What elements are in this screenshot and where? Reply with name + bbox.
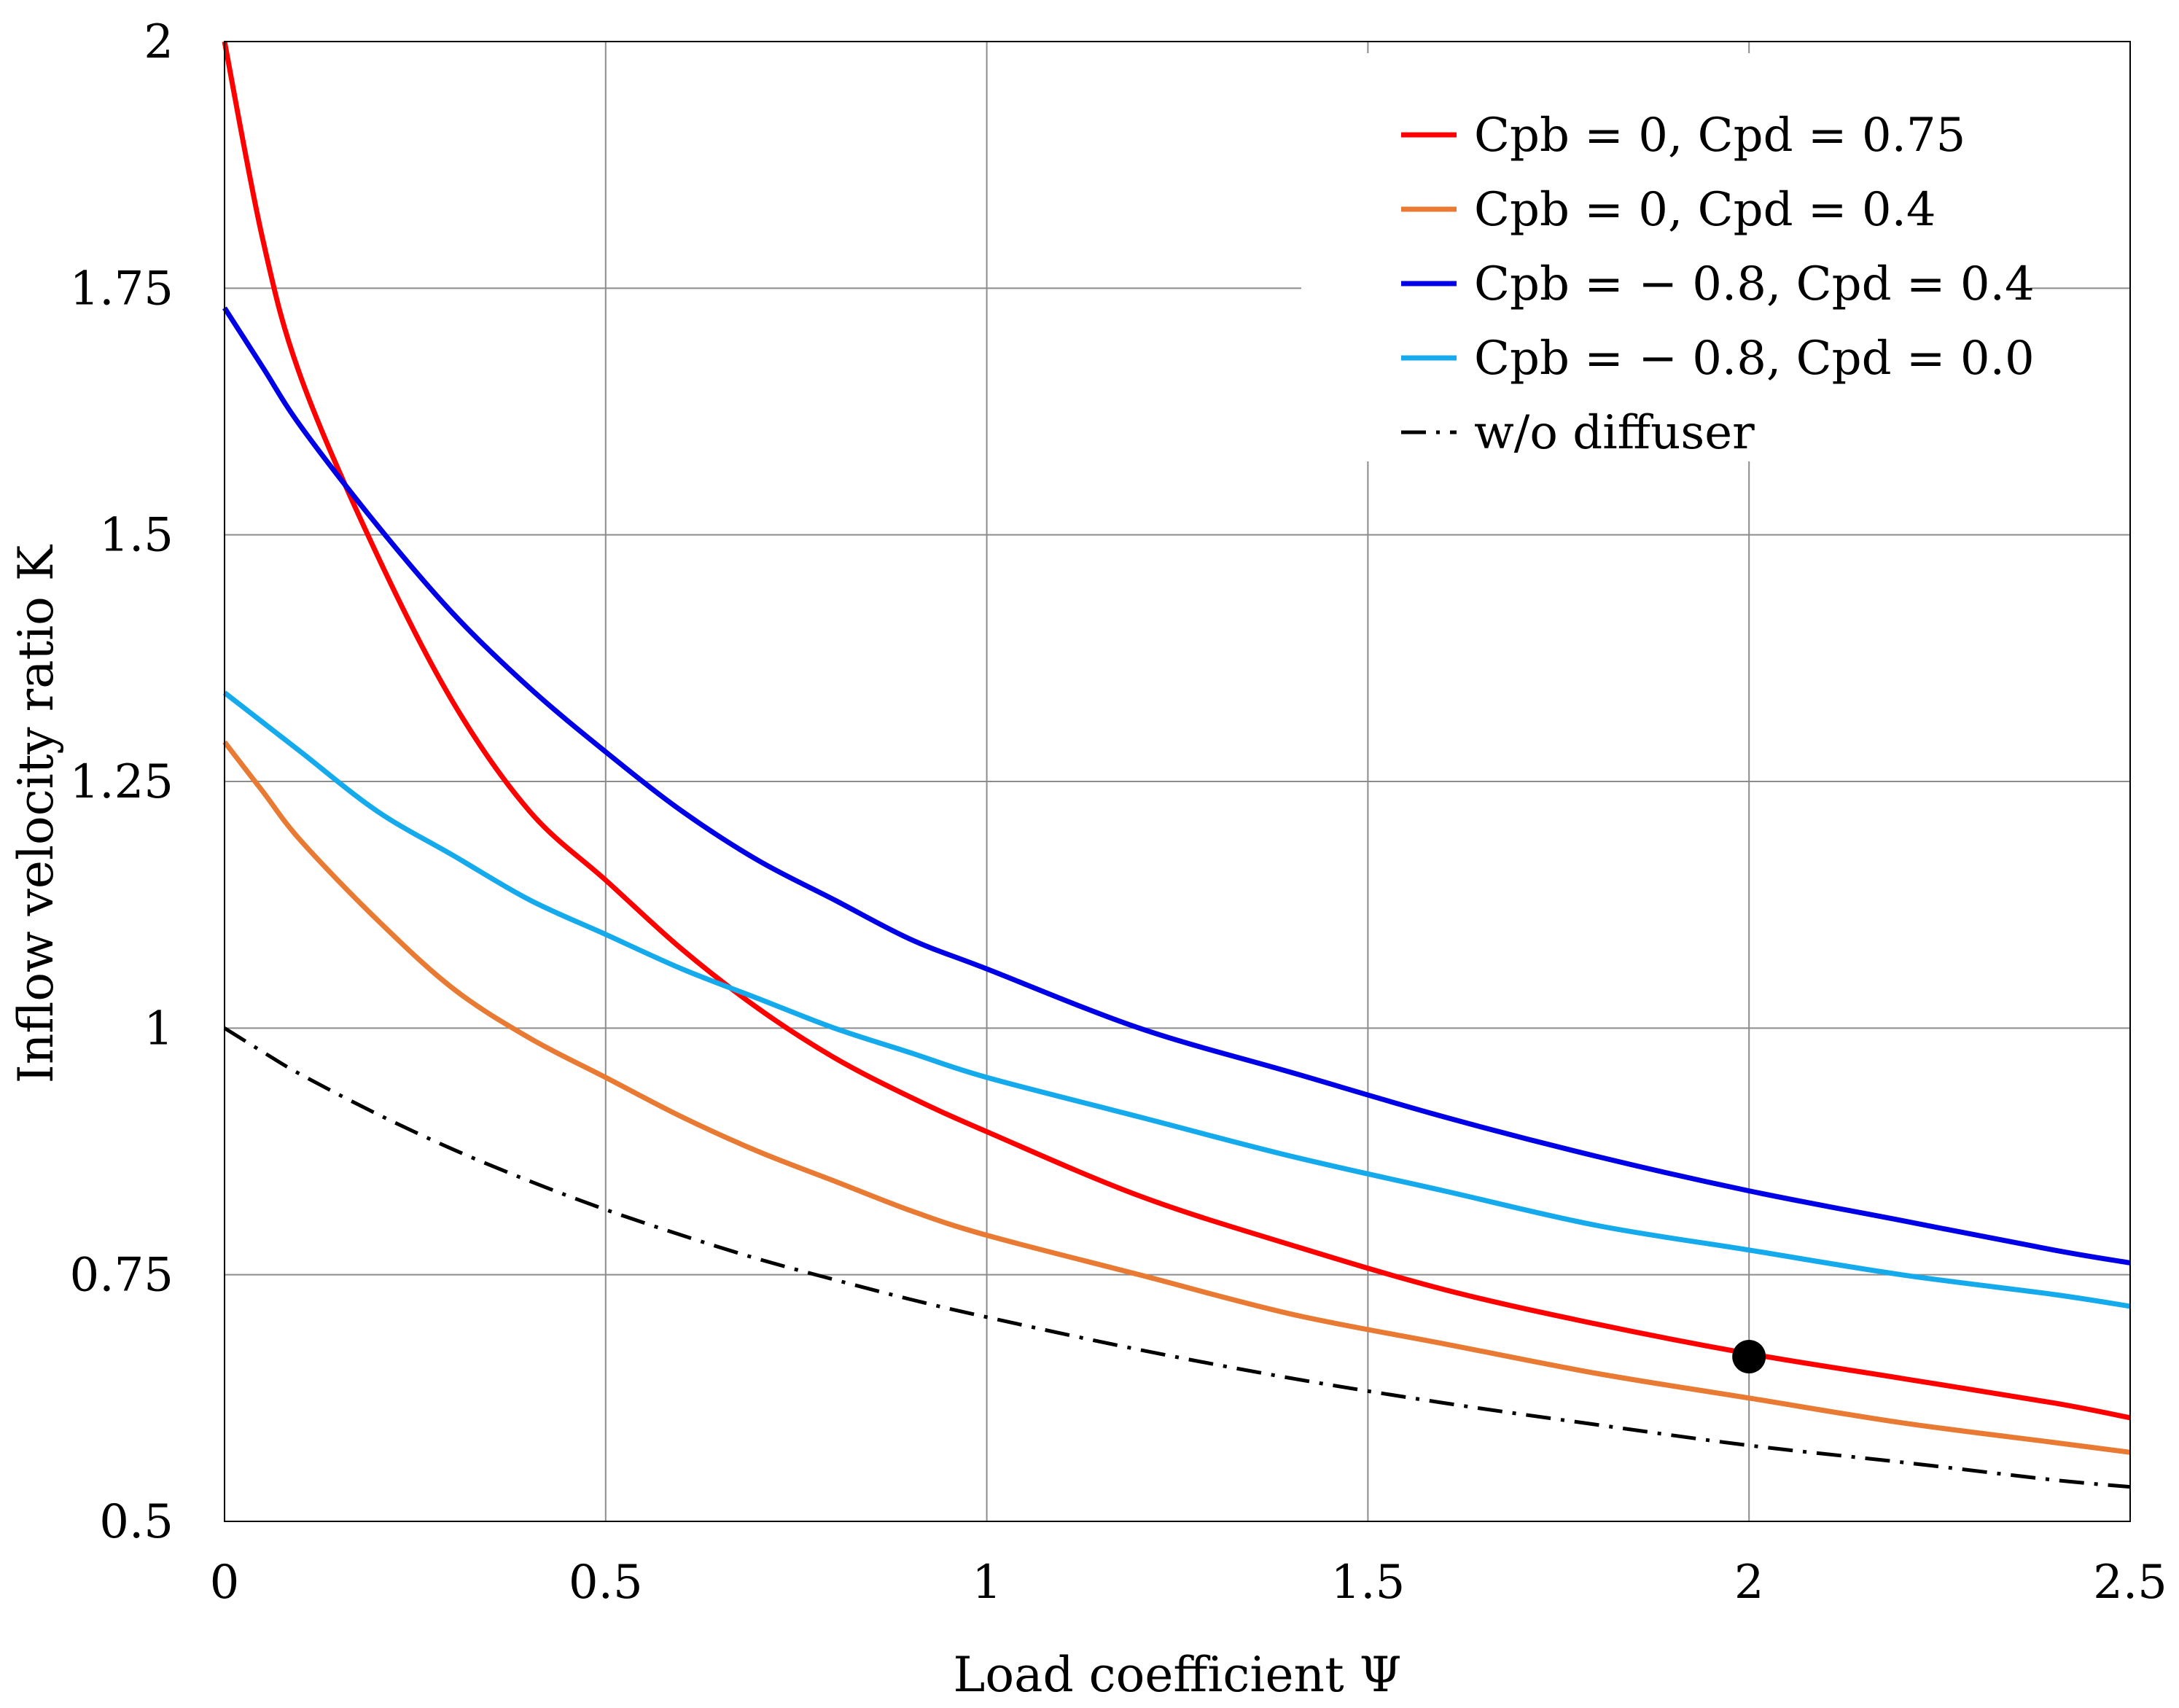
x-tick-label: 2 bbox=[1734, 1556, 1764, 1610]
legend-label: w/o diffuser bbox=[1474, 406, 1755, 460]
y-tick-label: 1.5 bbox=[99, 509, 174, 563]
legend-label: Cpb = − 0.8, Cpd = 0.4 bbox=[1474, 257, 2035, 311]
x-axis-title: Load coefficient Ψ bbox=[954, 1647, 1402, 1703]
series-group bbox=[222, 41, 2131, 1489]
tick-labels: 0 0.5 1 1.5 2 2.5 0.5 0.75 1 1.25 1.5 1.75 2 bbox=[70, 15, 2167, 1610]
series-line-1 bbox=[222, 41, 2131, 1421]
legend: Cpb = 0, Cpd = 0.75 Cpb = 0, Cpd = 0.4 Cpb… bbox=[1301, 53, 2035, 461]
y-tick-label: 1.75 bbox=[70, 262, 174, 316]
y-tick-label: 1.25 bbox=[70, 755, 174, 809]
y-tick-label: 0.5 bbox=[99, 1495, 174, 1549]
series-line-2 bbox=[222, 740, 2131, 1455]
y-tick-label: 1 bbox=[144, 1002, 174, 1056]
x-tick-label: 2.5 bbox=[2093, 1556, 2167, 1610]
series-line-4 bbox=[222, 690, 2131, 1309]
y-axis-title: Inflow velocity ratio K bbox=[8, 544, 64, 1083]
series-line-3 bbox=[222, 306, 2131, 1266]
x-tick-label: 0 bbox=[210, 1556, 240, 1610]
x-tick-label: 0.5 bbox=[569, 1556, 643, 1610]
legend-box bbox=[1301, 53, 2030, 461]
legend-label: Cpb = − 0.8, Cpd = 0.0 bbox=[1474, 332, 2035, 386]
x-tick-label: 1.5 bbox=[1331, 1556, 1406, 1610]
marker-group bbox=[1732, 1339, 1766, 1373]
series-line-5 bbox=[223, 1026, 2131, 1489]
y-tick-label: 2 bbox=[144, 15, 174, 69]
legend-label: Cpb = 0, Cpd = 0.75 bbox=[1474, 109, 1965, 163]
x-tick-label: 1 bbox=[972, 1556, 1002, 1610]
y-tick-label: 0.75 bbox=[70, 1249, 174, 1303]
legend-label: Cpb = 0, Cpd = 0.4 bbox=[1474, 183, 1936, 237]
plot-frame bbox=[224, 41, 2131, 1522]
highlight-point bbox=[1732, 1339, 1766, 1373]
